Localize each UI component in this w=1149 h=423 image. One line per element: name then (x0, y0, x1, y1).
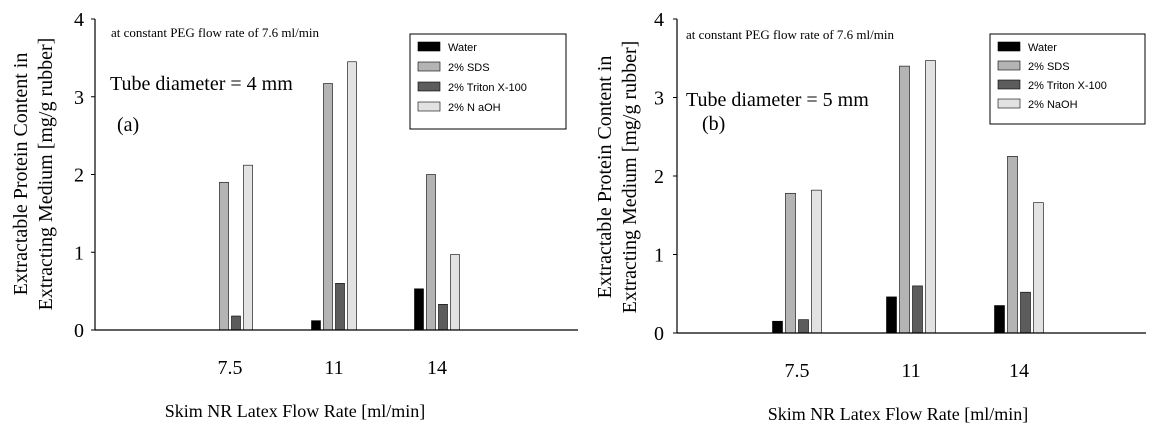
y-axis-title-line2-a: Extracting Medium [mg/g rubber] (35, 38, 57, 311)
bar-2-triton-x-100-11 (335, 283, 345, 331)
y-tick-labels-b: 0 1 2 3 4 (654, 9, 664, 345)
bar-2-n-aoh-14 (450, 254, 460, 331)
bar-water-11 (311, 320, 321, 331)
bar-2-sds-7-5 (785, 192, 796, 334)
bar-water-14 (994, 305, 1005, 334)
legend-label: Water (448, 42, 477, 54)
legend-swatch (417, 61, 441, 72)
bar-water-14 (414, 288, 424, 331)
x-tick-label: 7.5 (785, 360, 810, 382)
y-tick-label: 1 (654, 245, 664, 267)
x-tick-label: 11 (324, 357, 343, 379)
bar-2-naoh-7-5 (811, 189, 822, 334)
bar-2-n-aoh-11 (347, 61, 357, 331)
bar-2-sds-14 (1007, 156, 1018, 334)
bar-2-naoh-14 (1033, 202, 1044, 334)
bar-2-triton-x-100-7-5 (798, 319, 809, 334)
bar-2-n-aoh-7-5 (243, 164, 253, 331)
bar-water-7-5 (772, 320, 783, 334)
tube-diameter-label-a: Tube diameter = 4 mm (110, 73, 293, 95)
plot-area-a (91, 18, 578, 331)
x-tick-labels-b: 7.5 11 14 (785, 360, 1030, 382)
bar-2-triton-x-100-14 (1020, 291, 1031, 334)
x-tick-labels-a: 7.5 11 14 (218, 357, 448, 379)
bar-2-triton-x-100-14 (438, 304, 448, 331)
x-tick-label: 14 (1009, 360, 1029, 382)
y-axis-title-line2-b: Extracting Medium [mg/g rubber] (619, 41, 641, 314)
bar-2-sds-11 (899, 65, 910, 334)
y-tick-label: 0 (654, 323, 664, 345)
x-axis-title-b: Skim NR Latex Flow Rate [ml/min] (768, 404, 1028, 423)
y-tick-label: 4 (654, 9, 664, 31)
condition-note-a: at constant PEG flow rate of 7.6 ml/min (111, 25, 319, 40)
legend-label: Water (1028, 42, 1057, 54)
y-tick-label: 3 (654, 88, 664, 110)
legend-label: 2% SDS (1028, 61, 1070, 73)
y-tick-label: 3 (74, 87, 84, 109)
legend-label: 2% SDS (448, 62, 490, 74)
y-tick-label: 2 (654, 166, 664, 188)
legend-label: 2% N aOH (448, 102, 501, 114)
legend-a: Water 2% SDS 2% Triton X-100 2% N aOH (409, 33, 567, 130)
y-tick-label: 2 (74, 165, 84, 187)
legend-label: 2% NaOH (1028, 99, 1078, 111)
panel-label-a: (a) (117, 114, 139, 136)
bar-2-triton-x-100-11 (912, 285, 923, 334)
x-tick-label: 14 (427, 357, 447, 379)
plot-area-b (673, 18, 1146, 334)
y-tick-label: 0 (74, 320, 84, 342)
legend-swatch (997, 79, 1021, 90)
y-tick-labels-a: 0 1 2 3 4 (74, 9, 84, 342)
y-axis-title-line1-a: Extractable Protein Content in (10, 53, 32, 296)
y-tick-label: 1 (74, 242, 84, 264)
condition-note-b: at constant PEG flow rate of 7.6 ml/min (686, 27, 894, 42)
x-tick-label: 7.5 (218, 357, 243, 379)
bar-water-11 (886, 296, 897, 334)
panel-b: Extractable Protein Content in Extractin… (594, 9, 1146, 423)
y-axis-title-a: Extractable Protein Content in Extractin… (10, 38, 57, 311)
x-tick-label: 11 (901, 360, 920, 382)
legend-swatch (417, 81, 441, 92)
legend-swatch (417, 41, 441, 52)
bar-2-sds-11 (323, 83, 333, 331)
y-axis-title-b: Extractable Protein Content in Extractin… (594, 41, 641, 314)
x-axis-title-a: Skim NR Latex Flow Rate [ml/min] (165, 401, 425, 421)
legend-swatch (417, 101, 441, 112)
tube-diameter-label-b: Tube diameter = 5 mm (686, 89, 869, 111)
legend-swatch (997, 98, 1021, 109)
legend-swatch (997, 41, 1021, 52)
y-tick-label: 4 (74, 9, 84, 31)
legend-label: 2% Triton X-100 (448, 82, 527, 94)
y-axis-title-line1-b: Extractable Protein Content in (594, 56, 616, 299)
bar-2-naoh-11 (925, 60, 936, 334)
legend-b: Water 2% SDS 2% Triton X-100 2% NaOH (989, 33, 1146, 125)
legend-label: 2% Triton X-100 (1028, 80, 1107, 92)
legend-swatch (997, 60, 1021, 71)
bar-2-sds-7-5 (219, 181, 229, 331)
bar-2-triton-x-100-7-5 (231, 315, 241, 331)
panel-label-b: (b) (702, 113, 725, 135)
bar-2-sds-14 (426, 174, 436, 331)
panel-a: Extractable Protein Content in Extractin… (10, 9, 578, 421)
